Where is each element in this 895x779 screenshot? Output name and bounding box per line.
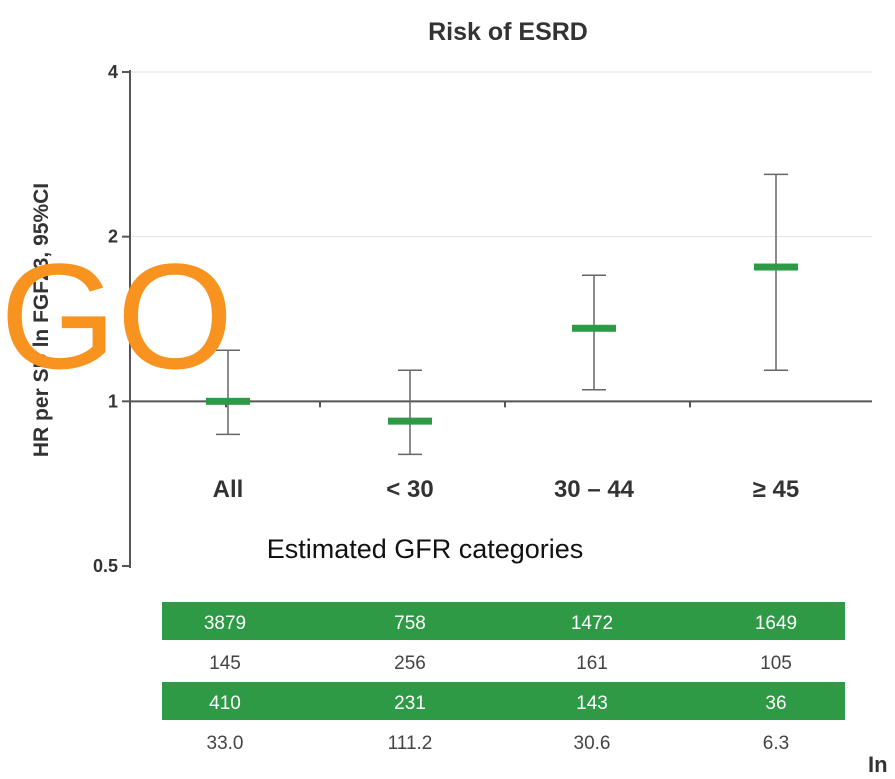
category-label: ≥ 45 xyxy=(753,476,800,503)
y-tick-label: 2 xyxy=(108,227,118,247)
y-tick-label: 1 xyxy=(108,391,118,411)
table-row-band xyxy=(162,682,845,720)
table-cell: 36 xyxy=(765,693,786,714)
table-cell: 145 xyxy=(209,653,241,674)
truncated-row-label: In xyxy=(868,752,888,777)
table-row-band xyxy=(162,602,845,640)
gridlines xyxy=(130,71,872,408)
table-cell: 231 xyxy=(394,693,426,714)
category-labels: All < 30 30 – 44 ≥ 45 xyxy=(213,476,800,503)
table-cell: 1472 xyxy=(571,613,613,634)
table-cell: 1649 xyxy=(755,613,797,634)
table-cell: 758 xyxy=(394,613,426,634)
hr-marker xyxy=(206,397,250,405)
y-tick-label: 0.5 xyxy=(93,556,118,576)
table-cell: 161 xyxy=(576,653,608,674)
hr-marker xyxy=(388,417,432,425)
table-cell: 410 xyxy=(209,693,241,714)
table-row: 145 256 161 105 xyxy=(209,653,792,674)
hr-marker xyxy=(572,324,616,332)
error-bars xyxy=(206,173,798,456)
table-cell: 143 xyxy=(576,693,608,714)
table-cell: 3879 xyxy=(204,613,246,634)
table-cell: 33.0 xyxy=(207,733,244,754)
table-row: 410 231 143 36 xyxy=(162,682,845,720)
table-row: 33.0 111.2 30.6 6.3 xyxy=(207,733,790,754)
table-cell: 256 xyxy=(394,653,426,674)
y-tick-label: 4 xyxy=(108,62,118,82)
category-label: < 30 xyxy=(386,476,433,503)
y-axis-label: HR per SD ln FGF23, 95%CI xyxy=(30,183,53,457)
category-label: 30 – 44 xyxy=(554,476,635,503)
category-label: All xyxy=(213,476,244,503)
table-row: 3879 758 1472 1649 xyxy=(162,602,845,640)
data-table: 3879 758 1472 1649 145 256 161 105 410 231 143 36 33… xyxy=(162,602,845,754)
y-ticks: 0.5 1 2 4 xyxy=(93,62,130,576)
hr-marker xyxy=(754,263,798,271)
table-cell: 111.2 xyxy=(388,733,433,754)
chart-title: Risk of ESRD xyxy=(428,18,588,46)
x-axis-label: Estimated GFR categories xyxy=(267,534,584,564)
table-cell: 105 xyxy=(760,653,792,674)
overlay-text: GO xyxy=(0,232,233,400)
table-cell: 6.3 xyxy=(763,733,789,754)
table-cell: 30.6 xyxy=(574,733,611,754)
